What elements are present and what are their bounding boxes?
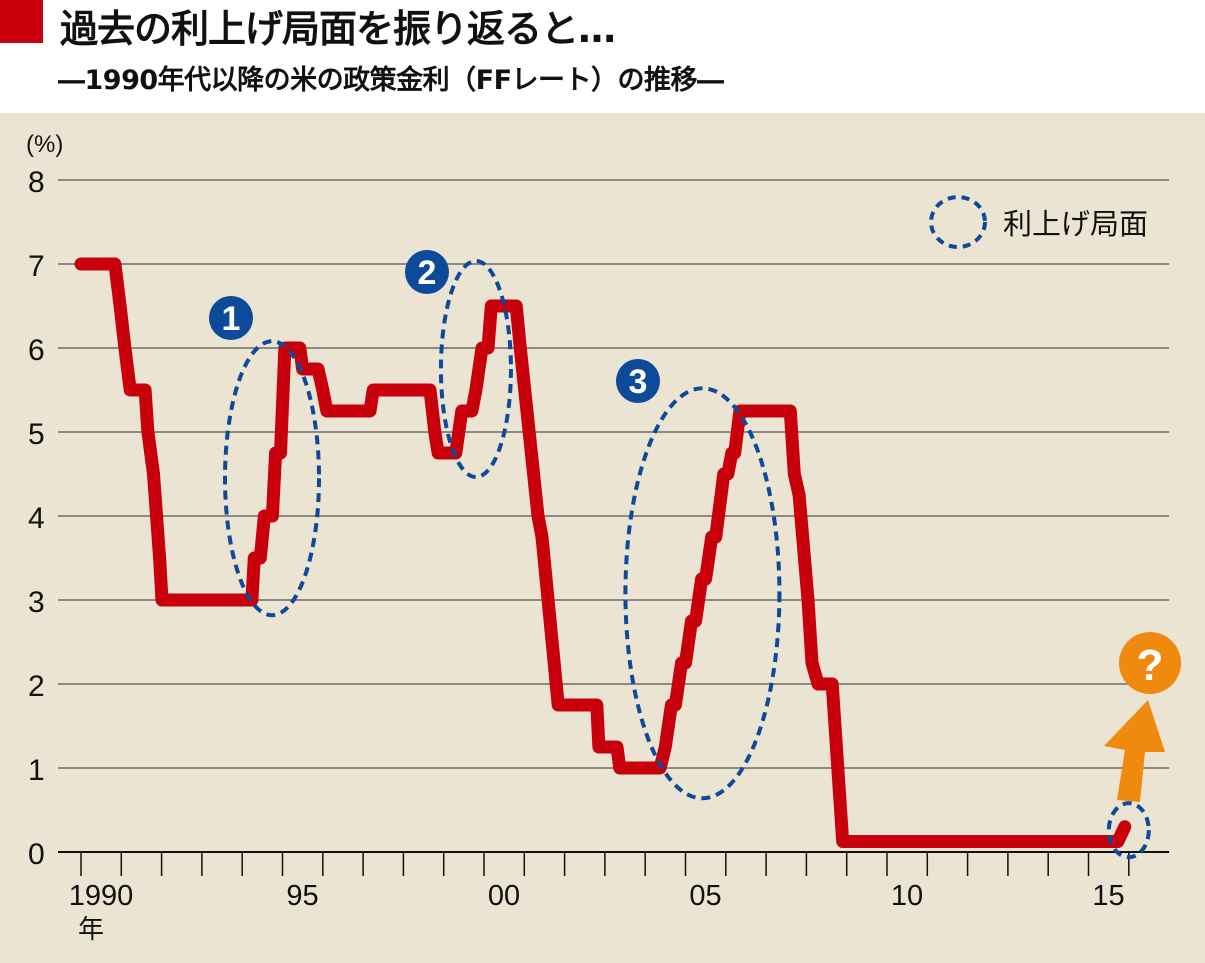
- badge-circle: [209, 296, 253, 340]
- y-tick-label-1: 1: [28, 754, 45, 787]
- chart-subtitle: ―1990年代以降の米の政策金利（FFレート）の推移―: [58, 65, 724, 96]
- badge-number: 3: [629, 363, 648, 401]
- chart-background: [0, 113, 1205, 963]
- badge-circle: [616, 359, 660, 403]
- y-tick-label-7: 7: [28, 250, 45, 283]
- chart-title: 過去の利上げ局面を振り返ると…: [60, 7, 616, 51]
- gridlines: [58, 179, 1170, 769]
- future-hike-marker: ?: [1104, 632, 1181, 802]
- hike-phase-ellipse-4: [1106, 801, 1151, 860]
- badge-circle: [405, 250, 449, 294]
- x-unit-label: 年: [78, 914, 104, 944]
- y-tick-label-6: 6: [28, 334, 45, 367]
- title-accent-block: [0, 0, 43, 43]
- x-axis: 1990 95 00 05 10 15 年: [58, 851, 1170, 944]
- x-tick-label-10: 10: [891, 880, 923, 912]
- question-mark: ?: [1137, 641, 1164, 690]
- question-circle: [1119, 632, 1181, 694]
- hike-phase-ellipse-2: [438, 259, 513, 479]
- badge-number: 2: [418, 254, 437, 292]
- legend-ellipse-icon: [929, 195, 987, 249]
- x-tick-label-05: 05: [689, 880, 721, 912]
- legend-label: 利上げ局面: [1003, 207, 1148, 241]
- y-tick-label-3: 3: [28, 586, 45, 619]
- x-tick-label-15: 15: [1092, 880, 1124, 912]
- badge-1: 1: [209, 296, 253, 340]
- hike-phase-ellipse-1: [223, 339, 322, 618]
- y-tick-labels: 0 1 2 3 4 5 6 7 8: [28, 166, 45, 871]
- header: 過去の利上げ局面を振り返ると… ―1990年代以降の米の政策金利（FFレート）の…: [0, 0, 1205, 113]
- y-tick-label-4: 4: [28, 502, 45, 535]
- x-tick-label-00: 00: [488, 880, 520, 912]
- badge-number: 1: [222, 300, 241, 338]
- y-tick-label-5: 5: [28, 418, 45, 451]
- badge-3: 3: [616, 359, 660, 403]
- arrow-up-icon: [1104, 700, 1165, 802]
- x-tick-label-95: 95: [286, 880, 318, 912]
- hike-phase-ellipse-3: [623, 386, 782, 801]
- y-axis-unit: (%): [26, 131, 63, 158]
- series-ff-rate: [74, 257, 1132, 848]
- y-tick-label-8: 8: [28, 166, 45, 199]
- legend: 利上げ局面: [929, 195, 1148, 249]
- badge-2: 2: [405, 250, 449, 294]
- y-tick-label-2: 2: [28, 670, 45, 703]
- annotations: 1 2 3 利上げ局面?: [209, 195, 1181, 860]
- x-tick-label-1990: 1990: [69, 880, 134, 912]
- y-tick-label-0: 0: [28, 838, 45, 871]
